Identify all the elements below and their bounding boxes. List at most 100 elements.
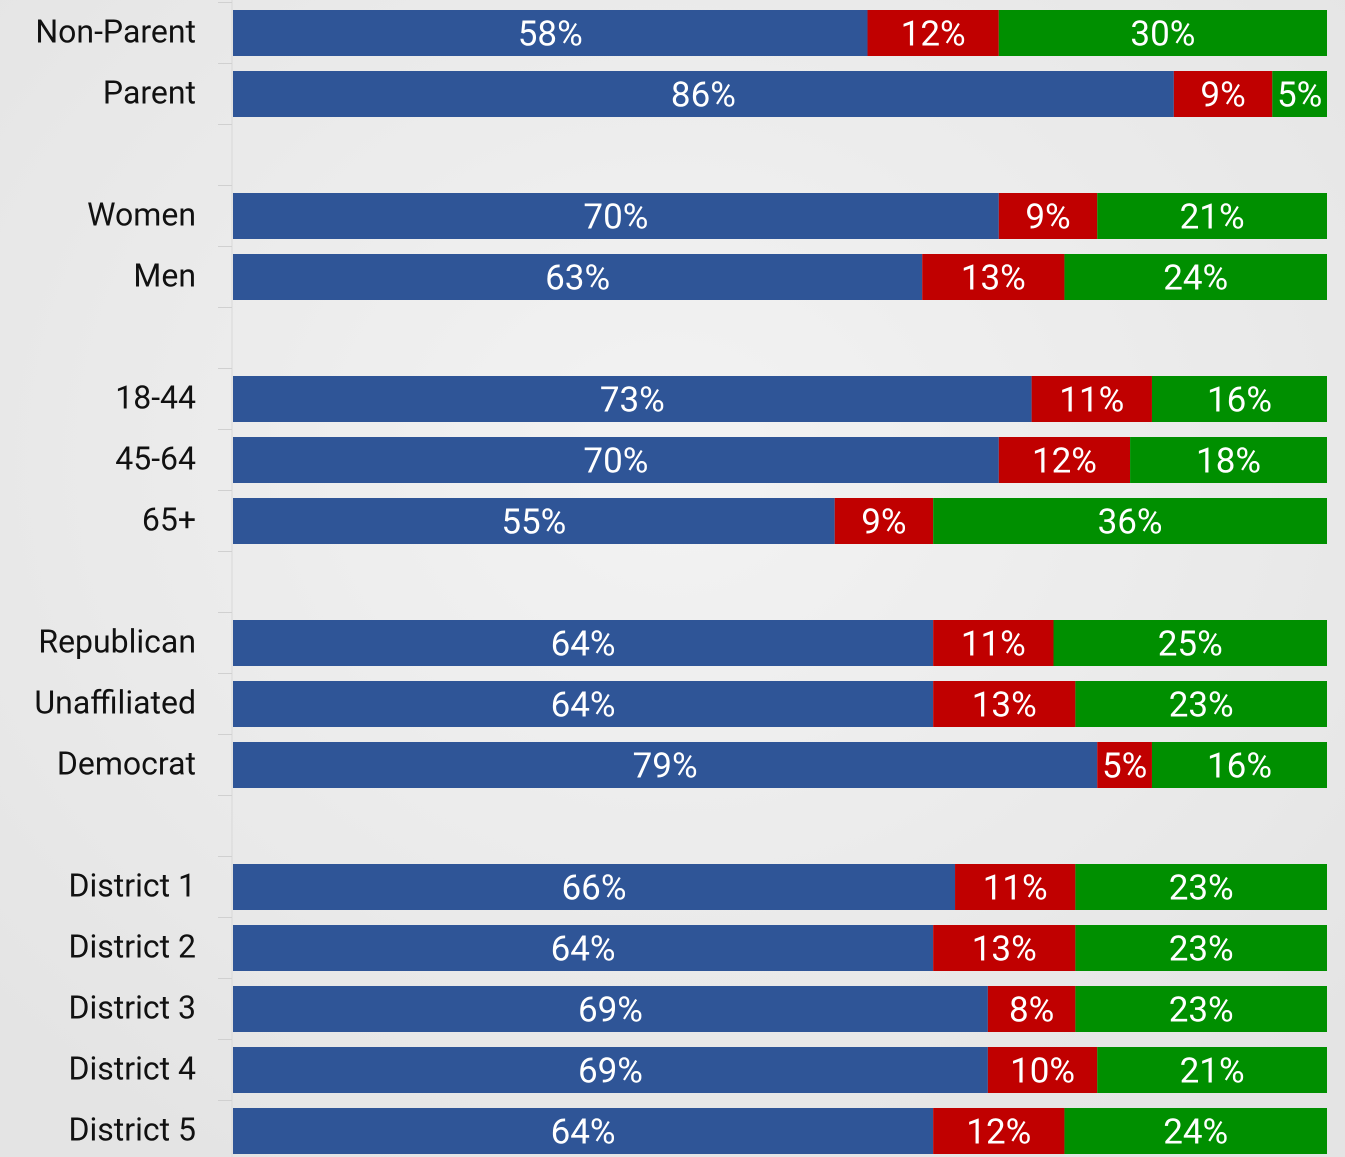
category-label: Democrat: [57, 744, 196, 782]
bar-segment: [922, 254, 1065, 300]
bar-segment: [233, 498, 835, 544]
value-label: 36%: [1098, 501, 1163, 542]
category-label: Men: [133, 256, 196, 294]
category-label: District 2: [68, 927, 196, 965]
bar-segment: [1097, 193, 1327, 239]
bar-segment: [1272, 71, 1327, 117]
value-label: 24%: [1163, 1111, 1228, 1152]
bar-segment: [1097, 742, 1152, 788]
bar-segment: [233, 376, 1032, 422]
bar-segment: [1097, 1047, 1327, 1093]
category-label: Republican: [38, 622, 196, 660]
value-label: 58%: [518, 13, 583, 54]
bar-segment: [933, 1108, 1065, 1154]
value-label: 23%: [1169, 989, 1234, 1030]
value-label: 12%: [1032, 440, 1097, 481]
value-label: 21%: [1180, 196, 1245, 237]
value-label: 8%: [1009, 989, 1054, 1030]
bar-segment: [233, 10, 868, 56]
bar-segment: [955, 864, 1076, 910]
bar-segment: [1130, 437, 1327, 483]
bar-segment: [1031, 376, 1152, 422]
bar-segment: [998, 10, 1327, 56]
value-label: 70%: [583, 196, 648, 237]
value-label: 63%: [545, 257, 610, 298]
value-label: 64%: [551, 1111, 616, 1152]
bar-segment: [933, 925, 1076, 971]
bar-segment: [1151, 742, 1327, 788]
bar-segment: [233, 71, 1174, 117]
bar-segment: [1075, 925, 1327, 971]
value-label: 23%: [1169, 684, 1234, 725]
value-label: 73%: [600, 379, 665, 420]
category-label: District 5: [68, 1110, 196, 1148]
value-label: 70%: [583, 440, 648, 481]
value-label: 11%: [983, 867, 1048, 908]
bar-segment: [867, 10, 999, 56]
bar-segment: [233, 864, 956, 910]
category-label: District 1: [68, 866, 196, 904]
value-label: 21%: [1180, 1050, 1245, 1091]
value-label: 55%: [501, 501, 566, 542]
value-label: 9%: [1200, 74, 1245, 115]
value-label: 18%: [1196, 440, 1261, 481]
bar-segment: [233, 1108, 934, 1154]
value-label: 9%: [1025, 196, 1070, 237]
value-label: 16%: [1207, 745, 1272, 786]
bar-segment: [233, 742, 1098, 788]
bar-segment: [233, 986, 988, 1032]
value-label: 66%: [562, 867, 627, 908]
value-label: 64%: [551, 684, 616, 725]
bar-segment: [1173, 71, 1273, 117]
category-label: District 4: [68, 1049, 196, 1087]
bar-segment: [233, 620, 934, 666]
value-label: 12%: [966, 1111, 1031, 1152]
bar-segment: [987, 986, 1076, 1032]
category-label: Unaffiliated: [34, 683, 196, 721]
bar-segment: [1075, 864, 1327, 910]
value-label: 69%: [578, 989, 643, 1030]
value-label: 16%: [1207, 379, 1272, 420]
value-label: 10%: [1010, 1050, 1075, 1091]
value-label: 23%: [1169, 928, 1234, 969]
bar-segment: [998, 193, 1098, 239]
category-label: Women: [87, 195, 196, 233]
value-label: 13%: [961, 257, 1026, 298]
category-label: 65+: [142, 500, 196, 538]
bar-segment: [933, 620, 1054, 666]
value-label: 30%: [1130, 13, 1195, 54]
value-label: 13%: [972, 684, 1037, 725]
bar-segment: [1053, 620, 1327, 666]
bar-segment: [834, 498, 934, 544]
value-label: 5%: [1277, 74, 1322, 115]
value-label: 12%: [901, 13, 966, 54]
bar-segment: [233, 681, 934, 727]
bar-segment: [1075, 986, 1327, 1032]
bar-segment: [987, 1047, 1098, 1093]
bar-segment: [998, 437, 1131, 483]
value-label: 64%: [551, 623, 616, 664]
value-label: 64%: [551, 928, 616, 969]
category-label: 45-64: [115, 439, 196, 477]
bar-segment: [1075, 681, 1327, 727]
value-label: 11%: [961, 623, 1026, 664]
bar-segment: [933, 498, 1327, 544]
bar-segment: [233, 254, 923, 300]
value-label: 24%: [1163, 257, 1228, 298]
bar-segment: [233, 437, 999, 483]
value-label: 69%: [578, 1050, 643, 1091]
bar-segment: [933, 681, 1076, 727]
bar-segment: [233, 193, 999, 239]
bar-segment: [233, 925, 934, 971]
value-label: 23%: [1169, 867, 1234, 908]
value-label: 86%: [671, 74, 736, 115]
value-label: 79%: [633, 745, 698, 786]
bar-segment: [233, 1047, 988, 1093]
bar-segment: [1151, 376, 1327, 422]
value-label: 5%: [1102, 745, 1147, 786]
category-label: Parent: [103, 73, 196, 111]
bar-segment: [1064, 254, 1327, 300]
